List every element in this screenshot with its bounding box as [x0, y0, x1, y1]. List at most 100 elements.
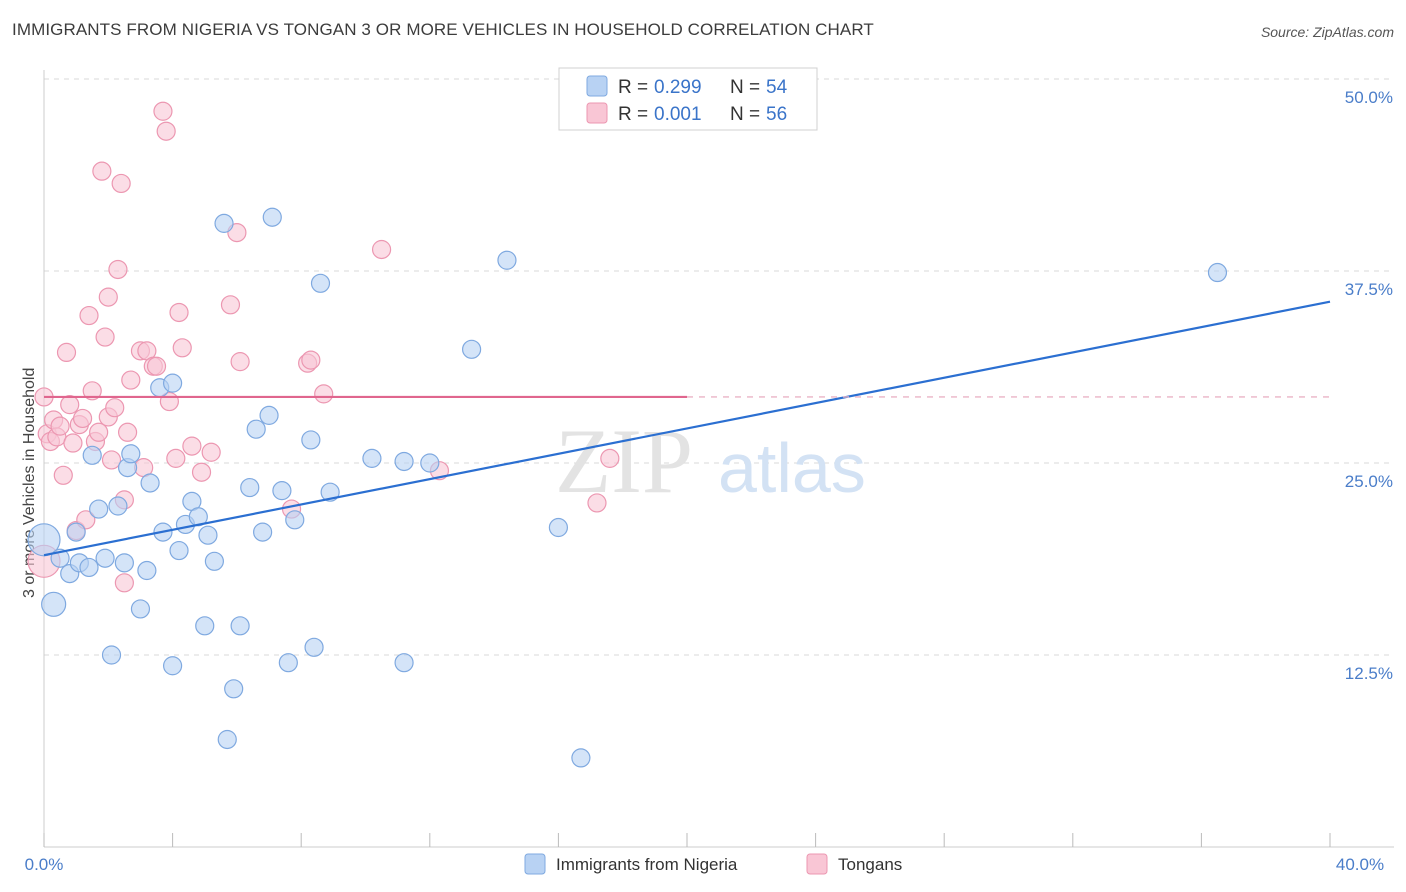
y-tick-label-12.5: 12.5%: [1345, 664, 1393, 683]
tongans-point-53: [587, 493, 607, 513]
nigeria-point-44: [320, 482, 340, 502]
legend-r-label-1: R =: [618, 77, 648, 98]
tongans-point-23: [105, 398, 125, 418]
nigeria-point-33: [240, 477, 260, 498]
nigeria-point-17: [140, 473, 160, 493]
legend-n-label-2: N =: [730, 104, 760, 125]
nigeria-point-53: [1207, 262, 1228, 283]
tongans-point-34: [146, 356, 167, 376]
nigeria-point-10: [101, 645, 122, 665]
chart-title: IMMIGRANTS FROM NIGERIA VS TONGAN 3 OR M…: [12, 20, 874, 39]
tongans-point-49: [301, 350, 321, 370]
nigeria-point-39: [278, 653, 298, 673]
nigeria-point-22: [169, 540, 189, 561]
y-tick-label-25: 25.0%: [1345, 472, 1393, 491]
legend-r-value-1: 0.299: [654, 77, 702, 98]
tongans-point-50: [314, 384, 334, 404]
nigeria-point-28: [204, 551, 224, 571]
bottom-legend-swatch-nigeria: [524, 853, 546, 875]
tongans-point-28: [117, 422, 138, 442]
legend-r-value-2: 0.001: [654, 104, 702, 125]
nigeria-point-34: [246, 419, 266, 439]
nigeria-point-15: [130, 599, 151, 619]
nigeria-point-46: [394, 451, 414, 472]
nigeria-point-50: [497, 250, 517, 270]
tongans-point-22: [101, 450, 122, 470]
x-tick-label-min: 0.0%: [25, 855, 64, 874]
tongans-point-7: [56, 342, 77, 363]
nigeria-point-11: [108, 496, 128, 516]
nigeria-point-29: [214, 213, 234, 233]
tongans-point-43: [201, 442, 221, 462]
tongans-point-42: [191, 462, 212, 482]
tongans-point-29: [121, 370, 141, 390]
tongans-point-19: [95, 327, 115, 347]
tongans-point-6: [53, 465, 73, 485]
tongans-point-38: [166, 448, 186, 468]
nigeria-point-47: [394, 653, 414, 673]
nigeria-point-36: [259, 405, 279, 425]
nigeria-point-4: [66, 522, 86, 542]
nigeria-point-30: [217, 729, 237, 750]
legend-n-value-1: 54: [766, 77, 788, 98]
legend-n-value-2: 56: [766, 104, 787, 125]
legend-swatch-nigeria: [586, 75, 608, 97]
tongans-point-5: [50, 416, 70, 436]
tongans-point-9: [63, 433, 83, 453]
nigeria-point-7: [82, 445, 102, 465]
tongans-point-12: [72, 408, 93, 429]
bottom-legend-label-nigeria: Immigrants from Nigeria: [556, 855, 738, 874]
nigeria-point-20: [163, 373, 183, 393]
nigeria-point-52: [571, 748, 591, 768]
nigeria-point-9: [95, 548, 115, 568]
nigeria-point-43: [310, 273, 331, 293]
nigeria-point-48: [420, 453, 440, 473]
watermark-atlas: atlas: [718, 429, 866, 507]
nigeria-point-51: [548, 517, 569, 538]
tongans-point-15: [82, 381, 102, 401]
y-tick-label-50: 50.0%: [1345, 88, 1393, 107]
nigeria-point-38: [272, 481, 292, 501]
tongans-point-8: [60, 395, 80, 415]
trend-lines: [43, 300, 1331, 557]
series-tongans-points: [27, 101, 620, 593]
nigeria-point-31: [224, 679, 244, 699]
nigeria-point-6: [79, 557, 99, 578]
tongans-point-51: [371, 239, 392, 260]
tongans-point-44: [220, 295, 241, 315]
tongans-point-25: [111, 173, 131, 194]
legend-swatch-tongans: [586, 102, 608, 124]
nigeria-point-37: [262, 207, 282, 227]
nigeria-point-0: [27, 523, 61, 557]
nigeria-point-40: [285, 510, 305, 530]
tongans-point-46: [230, 352, 250, 372]
bottom-legend: Immigrants from Nigeria Tongans: [524, 853, 902, 875]
legend: R = 0.299 N = 54 R = 0.001 N = 56: [558, 67, 818, 131]
tongans-point-35: [153, 101, 173, 121]
nigeria-point-49: [461, 339, 482, 359]
tongans-point-14: [79, 305, 99, 326]
tongans-point-41: [182, 436, 202, 456]
nigeria-point-12: [114, 553, 134, 573]
legend-n-label-1: N =: [730, 77, 760, 98]
y-tick-label-37.5: 37.5%: [1345, 280, 1393, 299]
trend-line-nigeria: [43, 300, 1331, 557]
nigeria-point-27: [198, 525, 218, 545]
series-nigeria-points: [27, 207, 1228, 768]
nigeria-point-8: [89, 499, 109, 519]
nigeria-point-14: [121, 444, 141, 464]
tongans-point-24: [108, 259, 128, 280]
nigeria-point-45: [362, 448, 382, 468]
nigeria-point-1: [41, 591, 67, 617]
bottom-legend-swatch-tongans: [806, 853, 828, 875]
tongans-point-27: [114, 573, 134, 593]
tongans-point-36: [156, 121, 176, 141]
nigeria-point-35: [253, 522, 273, 542]
tongans-point-17: [89, 422, 109, 442]
nigeria-point-42: [304, 637, 324, 657]
tongans-point-40: [172, 338, 192, 358]
tongans-point-54: [600, 448, 620, 468]
nigeria-point-21: [163, 656, 183, 676]
nigeria-point-26: [195, 616, 215, 636]
